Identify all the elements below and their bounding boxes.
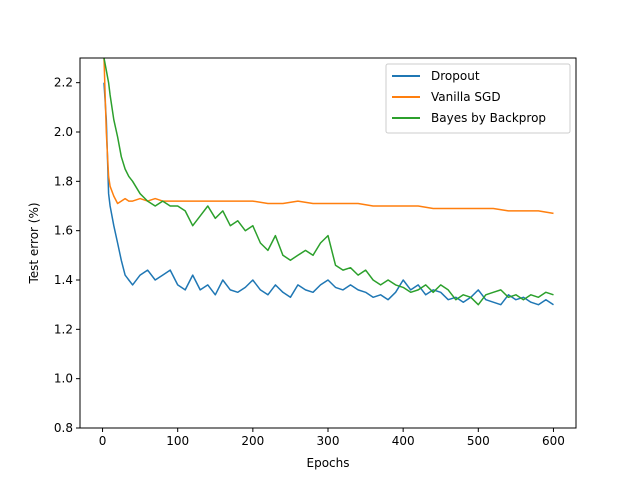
x-tick-label: 0 [99,434,107,448]
y-tick-label: 1.8 [54,174,73,188]
x-axis-label: Epochs [307,456,350,470]
series-line-1 [103,82,554,306]
legend-label-3: Bayes by Backprop [431,111,546,125]
series-layer [103,58,554,306]
legend-box [385,63,571,134]
y-axis-label: Test error (%) [27,202,41,284]
x-tick-label: 500 [467,434,490,448]
x-axis: 0 100 200 300 400 500 600 [99,428,565,448]
y-tick-label: 2.0 [54,125,73,139]
y-axis: 0.8 1.0 1.2 1.4 1.6 1.8 2.0 2.2 [54,76,80,435]
series-line-3 [103,58,554,306]
y-tick-label: 0.8 [54,421,73,435]
legend-label-2: Vanilla SGD [431,90,501,104]
legend-label-1: Dropout [431,69,480,83]
series-line-2 [103,58,554,215]
y-tick-label: 2.2 [54,76,73,90]
y-tick-label: 1.4 [54,273,73,287]
x-tick-label: 600 [542,434,565,448]
y-tick-label: 1.0 [54,372,73,386]
x-tick-label: 200 [241,434,264,448]
x-tick-label: 400 [392,434,415,448]
x-tick-label: 100 [166,434,189,448]
legend: Dropout Vanilla SGD Bayes by Backprop [385,63,571,134]
x-tick-label: 300 [317,434,340,448]
y-tick-label: 1.6 [54,224,73,238]
y-tick-label: 1.2 [54,322,73,336]
